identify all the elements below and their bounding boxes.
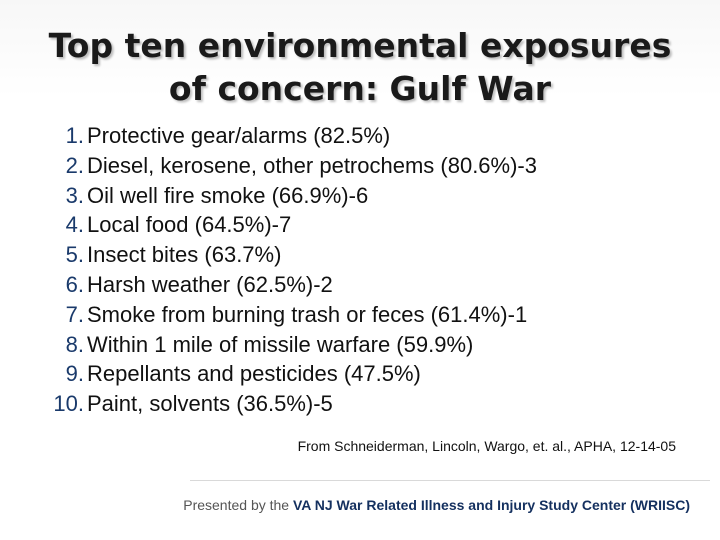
list-item-text: Smoke from burning trash or feces (61.4%… [87, 301, 528, 327]
list-item: 2. Diesel, kerosene, other petrochems (80… [42, 151, 702, 181]
list-item: 7. Smoke from burning trash or feces (61.… [42, 300, 702, 330]
footer-prefix: Presented by the [183, 497, 290, 513]
list-item-text: Harsh weather (62.5%)-2 [87, 271, 333, 297]
list-item-text: Local food (64.5%)-7 [87, 212, 292, 238]
slide-title-line-2: of concern: Gulf War [168, 69, 552, 108]
list-item-text: Within 1 mile of missile warfare (59.9%) [87, 331, 474, 357]
list-item-number: 3. [65, 182, 84, 208]
slide-title: Top ten environmental exposures of conce… [30, 24, 690, 110]
list-item-number: 5. [65, 242, 84, 268]
citation: From Schneiderman, Lincoln, Wargo, et. a… [297, 438, 676, 454]
list-item: 5. Insect bites (63.7%) [42, 240, 702, 270]
list-item-text: Repellants and pesticides (47.5%) [87, 361, 421, 387]
list-item-text: Insect bites (63.7%) [87, 242, 282, 268]
list-item: 8. Within 1 mile of missile warfare (59.9… [42, 330, 702, 360]
list-item-number: 6. [65, 271, 84, 297]
footer-organization: VA NJ War Related Illness and Injury Stu… [292, 497, 627, 513]
list-item: 1. Protective gear/alarms (82.5%) [42, 121, 702, 151]
list-item-number: 7. [65, 301, 84, 327]
footer-abbreviation: (WRIISC) [630, 497, 690, 513]
list-item-number: 10. [53, 391, 84, 417]
list-item-number: 2. [65, 152, 84, 178]
footer-divider [190, 480, 710, 481]
list-item-number: 1. [65, 123, 84, 148]
list-item-text: Diesel, kerosene, other petrochems (80.6… [87, 152, 537, 178]
list-item-number: 9. [65, 361, 84, 387]
list-item: 9. Repellants and pesticides (47.5%) [42, 359, 702, 389]
list-item: 6. Harsh weather (62.5%)-2 [42, 270, 702, 300]
footer-banner: Presented by the VA NJ War Related Illne… [183, 495, 690, 515]
list-item-text: Oil well fire smoke (66.9%)-6 [87, 182, 369, 208]
list-item: 4. Local food (64.5%)-7 [42, 210, 702, 240]
exposure-list: 1. Protective gear/alarms (82.5%) 2. Diese… [42, 121, 702, 419]
slide-title-line-1: Top ten environmental exposures [48, 26, 672, 65]
list-item-number: 4. [65, 212, 84, 238]
list-item-text: Paint, solvents (36.5%)-5 [87, 391, 333, 417]
list-item-number: 8. [65, 331, 84, 357]
list-item: 3. Oil well fire smoke (66.9%)-6 [42, 181, 702, 211]
list-item: 10. Paint, solvents (36.5%)-5 [42, 389, 702, 419]
list-item-text: Protective gear/alarms (82.5%) [87, 123, 391, 148]
